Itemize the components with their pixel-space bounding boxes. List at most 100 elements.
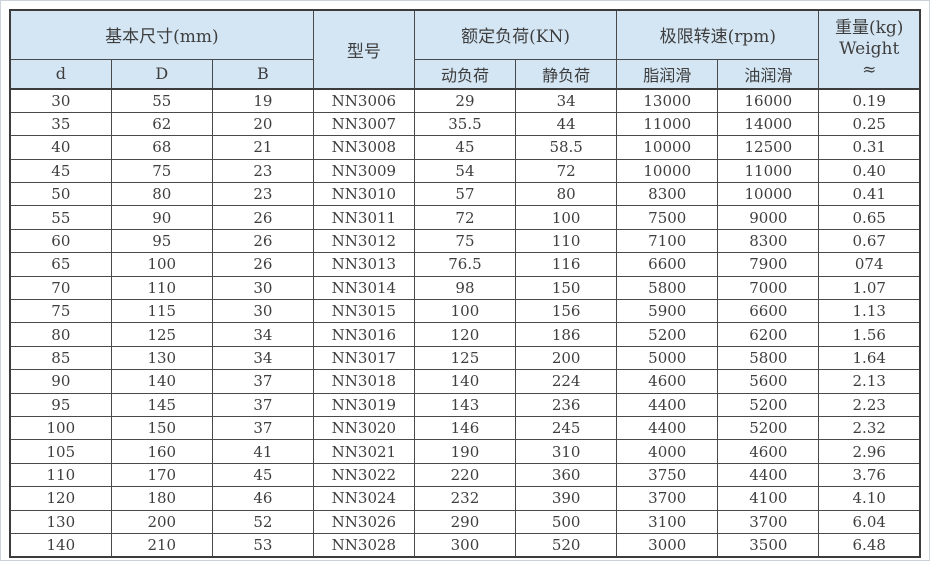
- table-cell: 68: [110, 135, 213, 160]
- table-row: 75 115 30 NN3015 100 156 5900 6600 1.13: [9, 299, 921, 324]
- table-row: 60 95 26 NN3012 75 110 7100 8300 0.67: [9, 228, 921, 254]
- table-cell: 0.67: [818, 228, 921, 254]
- table-cell: 200: [110, 509, 213, 534]
- table-cell: NN3012: [312, 228, 415, 254]
- header-weight-cn: 重量(kg): [834, 17, 904, 38]
- table-cell: 6600: [616, 252, 719, 277]
- table-row: 90 140 37 NN3018 140 224 4600 5600 2.13: [9, 369, 921, 394]
- table-cell: 10000: [616, 158, 719, 184]
- header-sub-d: d: [9, 58, 112, 90]
- table-cell: NN3017: [312, 345, 415, 371]
- table-cell: 12500: [717, 135, 820, 160]
- table-cell: 245: [515, 415, 618, 441]
- table-cell: 29: [413, 88, 517, 113]
- table-cell: 75: [413, 228, 517, 254]
- table-cell: 150: [515, 275, 618, 301]
- table-cell: 5900: [616, 299, 719, 324]
- table-row: 30 55 19 NN3006 29 34 13000 16000 0.19: [9, 88, 921, 113]
- table-cell: 140: [413, 369, 517, 394]
- table-cell: 11000: [717, 158, 820, 184]
- table-row: 80 125 34 NN3016 120 186 5200 6200 1.56: [9, 322, 921, 347]
- table-cell: 3700: [717, 509, 820, 534]
- table-cell: 11000: [616, 111, 719, 137]
- table-cell: 310: [515, 439, 618, 464]
- table-cell: 19: [211, 88, 314, 113]
- table-cell: 20: [211, 111, 314, 137]
- table-cell: NN3020: [312, 415, 415, 441]
- table-cell: 50: [9, 182, 112, 207]
- table-cell: 0.19: [818, 88, 921, 113]
- table-cell: 16000: [717, 88, 820, 113]
- table-cell: 2.23: [818, 392, 921, 417]
- table-cell: 0.41: [818, 182, 921, 207]
- table-cell: 5200: [717, 415, 820, 441]
- table-row: 65 100 26 NN3013 76.5 116 6600 7900 074: [9, 252, 921, 277]
- table-cell: 9000: [717, 205, 820, 230]
- table-cell: 0.25: [818, 111, 921, 137]
- table-cell: 300: [413, 532, 517, 558]
- table-cell: NN3018: [312, 369, 415, 394]
- table-cell: NN3015: [312, 299, 415, 324]
- table-cell: NN3016: [312, 322, 415, 347]
- table-cell: 100: [9, 415, 112, 441]
- table-cell: 70: [9, 275, 112, 301]
- table-cell: 53: [211, 532, 314, 558]
- table-cell: 76.5: [413, 252, 517, 277]
- table-row: 70 110 30 NN3014 98 150 5800 7000 1.07: [9, 275, 921, 301]
- table-cell: 190: [413, 439, 517, 464]
- table-cell: 120: [413, 322, 517, 347]
- table-row: 40 68 21 NN3008 45 58.5 10000 12500 0.31: [9, 135, 921, 160]
- table-cell: 125: [110, 322, 213, 347]
- table-cell: 7000: [717, 275, 820, 301]
- table-cell: 1.64: [818, 345, 921, 371]
- table-cell: 2.32: [818, 415, 921, 441]
- table-cell: 30: [211, 275, 314, 301]
- table-cell: 5800: [717, 345, 820, 371]
- header-rated-load: 额定负荷(KN): [413, 9, 618, 60]
- table-cell: 55: [110, 88, 213, 113]
- table-cell: 34: [211, 322, 314, 347]
- table-row: 45 75 23 NN3009 54 72 10000 11000 0.40: [9, 158, 921, 184]
- table-cell: 110: [9, 462, 112, 488]
- table-cell: NN3024: [312, 486, 415, 511]
- table-cell: 3500: [717, 532, 820, 558]
- table-cell: 0.65: [818, 205, 921, 230]
- table-cell: 5600: [717, 369, 820, 394]
- table-cell: 120: [9, 486, 112, 511]
- table-cell: 5800: [616, 275, 719, 301]
- table-cell: 115: [110, 299, 213, 324]
- table-cell: NN3006: [312, 88, 415, 113]
- table-cell: 360: [515, 462, 618, 488]
- header-weight-approx-symbol: ≈: [862, 60, 877, 81]
- table-cell: 1.13: [818, 299, 921, 324]
- table-cell: 8300: [717, 228, 820, 254]
- table-cell: 44: [515, 111, 618, 137]
- table-cell: 30: [211, 299, 314, 324]
- table-cell: 2.13: [818, 369, 921, 394]
- header-sub-B: B: [211, 58, 314, 90]
- table-cell: 100: [413, 299, 517, 324]
- table-cell: 7100: [616, 228, 719, 254]
- table-cell: 3700: [616, 486, 719, 511]
- table-cell: 290: [413, 509, 517, 534]
- table-cell: 45: [413, 135, 517, 160]
- table-row: 55 90 26 NN3011 72 100 7500 9000 0.65: [9, 205, 921, 230]
- table-cell: 236: [515, 392, 618, 417]
- header-sub-oil-lubrication: 油润滑: [717, 58, 820, 90]
- table-cell: 3750: [616, 462, 719, 488]
- table-cell: 110: [110, 275, 213, 301]
- table-cell: 40: [9, 135, 112, 160]
- table-cell: 90: [9, 369, 112, 394]
- table-cell: 10000: [717, 182, 820, 207]
- table-row: 35 62 20 NN3007 35.5 44 11000 14000 0.25: [9, 111, 921, 137]
- table-cell: 5200: [717, 392, 820, 417]
- table-cell: NN3010: [312, 182, 415, 207]
- table-cell: 4400: [616, 415, 719, 441]
- table-cell: 4600: [717, 439, 820, 464]
- table-cell: 105: [9, 439, 112, 464]
- table-cell: 390: [515, 486, 618, 511]
- table-cell: 37: [211, 415, 314, 441]
- table-cell: 110: [515, 228, 618, 254]
- table-cell: NN3022: [312, 462, 415, 488]
- table-cell: 125: [413, 345, 517, 371]
